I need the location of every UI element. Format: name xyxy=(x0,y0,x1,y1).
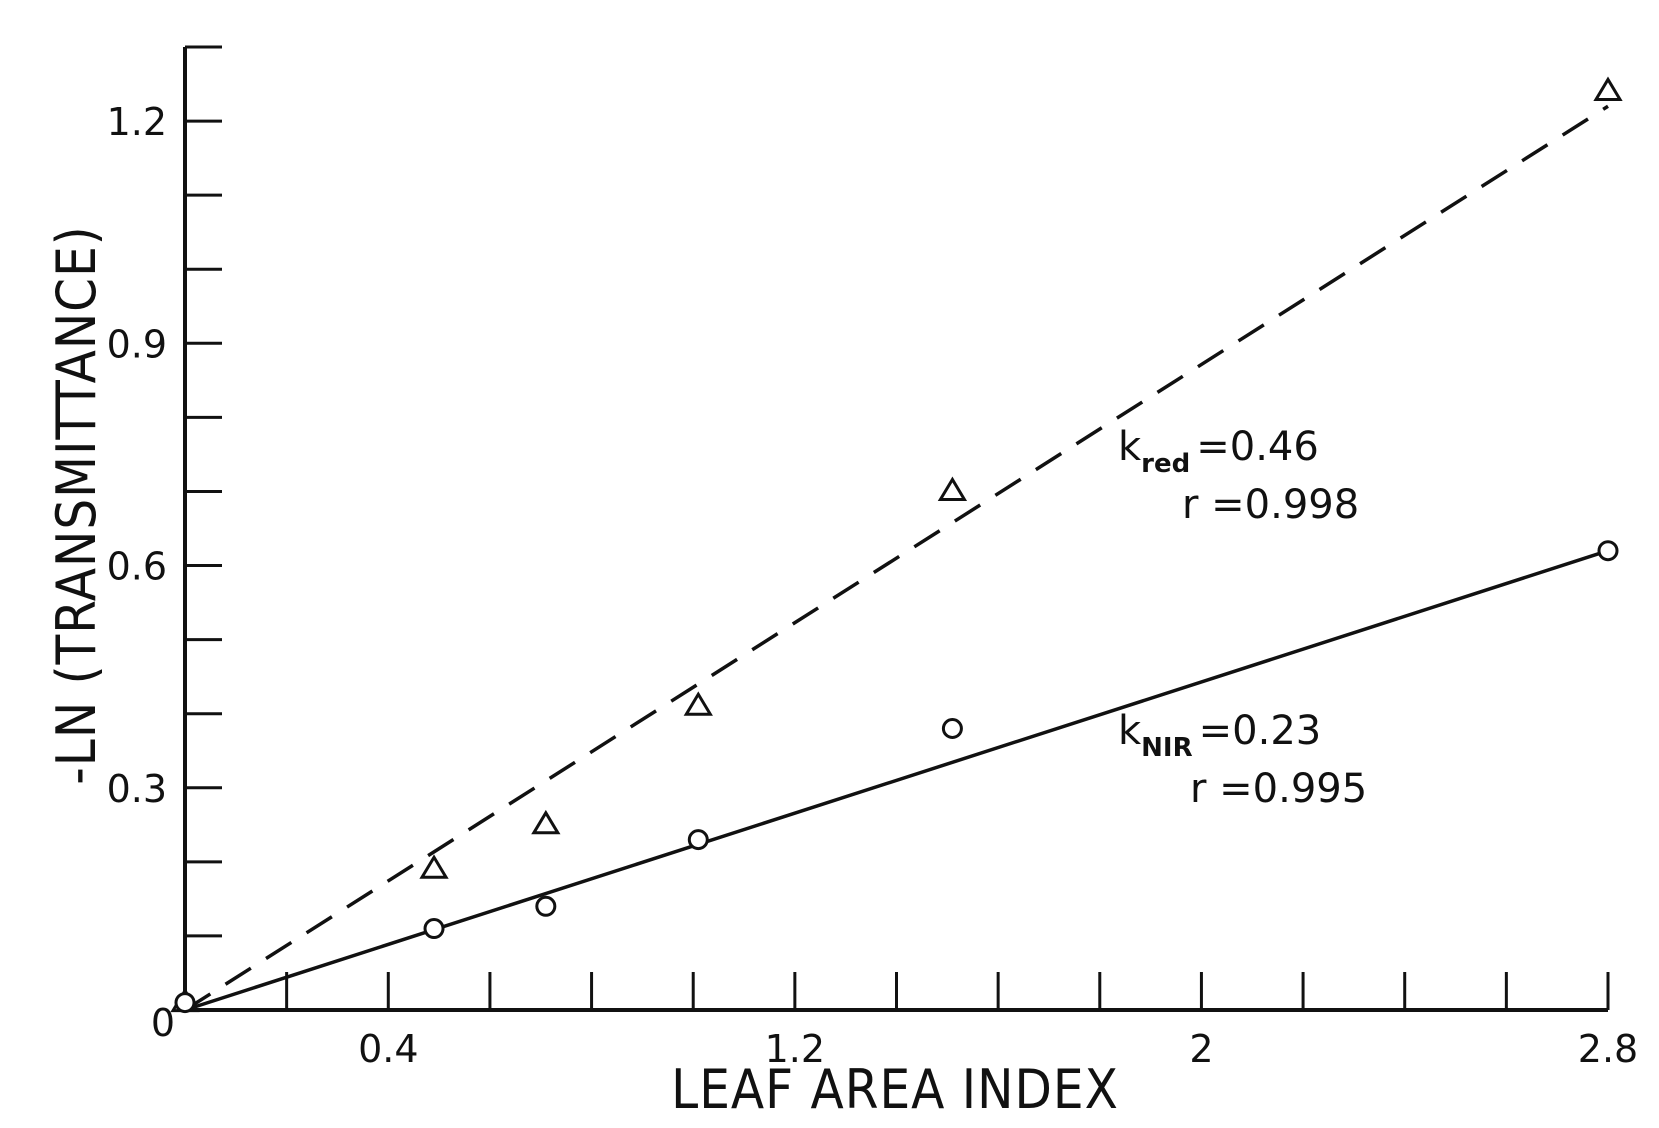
circle-point-5 xyxy=(1597,540,1619,562)
x-tick-label-0: 0.4 xyxy=(358,1027,418,1071)
triangle-point-5 xyxy=(1593,76,1623,101)
circle-point-3 xyxy=(687,829,709,851)
y-tick-label-2: 0.9 xyxy=(107,322,167,366)
y-tick-label-1: 0.6 xyxy=(107,545,167,589)
ticks xyxy=(185,45,1610,1010)
axes xyxy=(183,47,1608,1012)
circle-point-1 xyxy=(423,918,445,940)
triangle-point-3 xyxy=(683,691,713,716)
x-tick-label-1: 1.2 xyxy=(765,1027,825,1071)
annotation-k-nir-k: k xyxy=(1118,708,1142,754)
tick-labels: 0.4 1.2 2 2.8 0.3 0.6 0.9 1.2 0 xyxy=(107,100,1639,1071)
circle-point-2 xyxy=(535,895,557,917)
fit-lines xyxy=(184,104,1609,1012)
x-axis-title: LEAF AREA INDEX xyxy=(671,1058,1119,1121)
annotation-k-red-value: =0.46 xyxy=(1196,424,1319,470)
origin-tick-label: 0 xyxy=(151,1001,175,1045)
y-tick-label-0: 0.3 xyxy=(107,767,167,811)
annotation-k-red-sub: red xyxy=(1141,449,1190,479)
annotation-k-nir: kNIR =0.23 xyxy=(1118,708,1321,763)
circle-point-4 xyxy=(941,718,963,740)
y-tick-label-3: 1.2 xyxy=(107,100,167,144)
markers xyxy=(170,76,1623,1014)
annotation-k-nir-sub: NIR xyxy=(1141,733,1192,763)
annotation-k-red-k: k xyxy=(1118,424,1142,470)
fit-line-circle xyxy=(184,549,1609,1012)
triangle-point-2 xyxy=(531,809,561,835)
circle-point-0 xyxy=(174,992,196,1014)
triangle-point-1 xyxy=(419,854,449,879)
triangle-point-4 xyxy=(937,476,968,501)
annotation-k-red: kred =0.46 xyxy=(1118,424,1319,479)
y-axis-title: -LN (TRANSMITTANCE) xyxy=(45,225,108,785)
annotation-r-red: r =0.998 xyxy=(1182,482,1359,528)
x-tick-label-2: 2 xyxy=(1189,1027,1213,1071)
annotation-r-nir: r =0.995 xyxy=(1190,766,1367,812)
fit-line-triangle xyxy=(184,104,1609,1012)
x-tick-label-3: 2.8 xyxy=(1578,1027,1638,1071)
annotation-k-nir-value: =0.23 xyxy=(1199,708,1322,754)
